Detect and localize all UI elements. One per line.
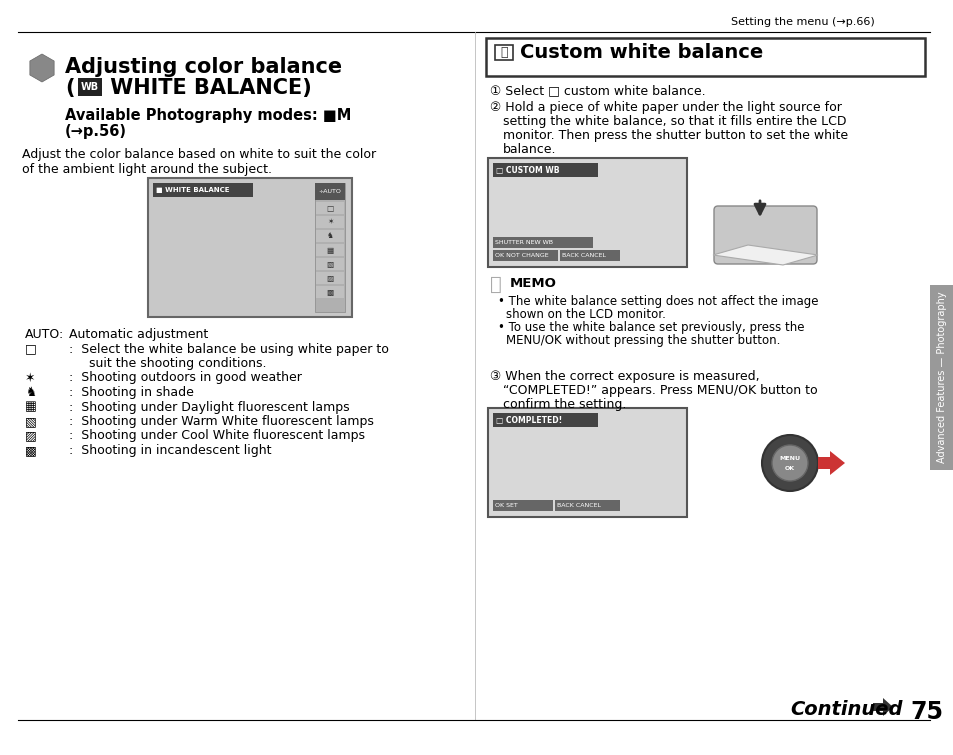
- FancyBboxPatch shape: [493, 413, 598, 427]
- Text: ✶: ✶: [327, 217, 333, 226]
- FancyBboxPatch shape: [493, 163, 598, 177]
- Text: BACK CANCEL: BACK CANCEL: [561, 253, 605, 258]
- Text: ▨: ▨: [326, 273, 334, 282]
- FancyBboxPatch shape: [314, 183, 345, 312]
- Polygon shape: [30, 54, 54, 82]
- FancyBboxPatch shape: [315, 216, 344, 228]
- Text: AUTO:: AUTO:: [25, 328, 64, 341]
- Text: monitor. Then press the shutter button to set the white: monitor. Then press the shutter button t…: [502, 129, 847, 142]
- FancyBboxPatch shape: [148, 178, 352, 317]
- Text: SHUTTER NEW WB: SHUTTER NEW WB: [495, 240, 553, 245]
- FancyBboxPatch shape: [315, 244, 344, 256]
- FancyBboxPatch shape: [152, 183, 253, 197]
- FancyBboxPatch shape: [314, 183, 345, 200]
- Text: balance.: balance.: [502, 143, 556, 156]
- FancyBboxPatch shape: [78, 78, 102, 96]
- Text: BACK CANCEL: BACK CANCEL: [557, 503, 600, 508]
- Text: ■ WHITE BALANCE: ■ WHITE BALANCE: [156, 187, 230, 193]
- Text: ÷AUTO: ÷AUTO: [318, 189, 341, 194]
- Text: setting the white balance, so that it fills entire the LCD: setting the white balance, so that it fi…: [502, 115, 845, 128]
- Text: MEMO: MEMO: [510, 277, 557, 290]
- Text: Setting the menu (→p.66): Setting the menu (→p.66): [731, 17, 874, 27]
- Text: Adjusting color balance: Adjusting color balance: [65, 57, 342, 77]
- Text: :  Shooting outdoors in good weather: : Shooting outdoors in good weather: [65, 371, 301, 384]
- Text: (→p.56): (→p.56): [65, 124, 127, 139]
- Text: :  Shooting under Daylight fluorescent lamps: : Shooting under Daylight fluorescent la…: [65, 400, 349, 414]
- FancyBboxPatch shape: [929, 285, 953, 470]
- Text: ⎕: ⎕: [499, 45, 507, 58]
- Text: Adjust the color balance based on white to suit the color: Adjust the color balance based on white …: [22, 148, 375, 161]
- Text: ♞: ♞: [25, 386, 36, 399]
- Text: :  Shooting in shade: : Shooting in shade: [65, 386, 193, 399]
- Text: • To use the white balance set previously, press the: • To use the white balance set previousl…: [497, 321, 803, 334]
- Text: of the ambient light around the subject.: of the ambient light around the subject.: [22, 163, 272, 176]
- Text: 75: 75: [909, 700, 942, 724]
- Text: OK NOT CHANGE: OK NOT CHANGE: [495, 253, 548, 258]
- Text: OK: OK: [784, 466, 794, 470]
- Text: MENU: MENU: [779, 457, 800, 461]
- Text: ▩: ▩: [326, 288, 334, 297]
- FancyBboxPatch shape: [485, 38, 924, 76]
- Text: Custom white balance: Custom white balance: [519, 43, 762, 62]
- FancyBboxPatch shape: [555, 500, 619, 511]
- FancyBboxPatch shape: [495, 45, 513, 60]
- Circle shape: [771, 445, 807, 481]
- Text: ▧: ▧: [25, 415, 37, 428]
- Polygon shape: [712, 245, 817, 265]
- Text: ▧: ▧: [326, 260, 334, 269]
- Text: ♞: ♞: [326, 232, 334, 241]
- Text: :  Shooting under Warm White fluorescent lamps: : Shooting under Warm White fluorescent …: [65, 415, 374, 428]
- FancyBboxPatch shape: [488, 158, 686, 267]
- Text: Automatic adjustment: Automatic adjustment: [65, 328, 208, 341]
- Text: Continued: Continued: [789, 700, 902, 719]
- FancyBboxPatch shape: [493, 237, 593, 248]
- Text: Available Photography modes: ■M: Available Photography modes: ■M: [65, 108, 351, 123]
- Text: ✶: ✶: [25, 371, 35, 384]
- FancyBboxPatch shape: [488, 408, 686, 517]
- Text: ▩: ▩: [25, 444, 37, 457]
- Text: ▦: ▦: [25, 400, 37, 414]
- Text: □: □: [326, 204, 334, 212]
- Text: □: □: [25, 343, 37, 356]
- FancyBboxPatch shape: [315, 272, 344, 284]
- Text: OK SET: OK SET: [495, 503, 517, 508]
- Text: ② Hold a piece of white paper under the light source for: ② Hold a piece of white paper under the …: [490, 101, 841, 114]
- Text: :  Select the white balance be using white paper to: : Select the white balance be using whit…: [65, 343, 389, 356]
- Text: ⎘: ⎘: [490, 275, 501, 294]
- Text: confirm the setting.: confirm the setting.: [502, 398, 626, 411]
- Circle shape: [761, 435, 817, 491]
- Text: ▨: ▨: [25, 430, 37, 442]
- FancyBboxPatch shape: [315, 202, 344, 214]
- FancyBboxPatch shape: [315, 286, 344, 298]
- FancyBboxPatch shape: [315, 258, 344, 270]
- FancyBboxPatch shape: [493, 250, 558, 261]
- Text: □ COMPLETED!: □ COMPLETED!: [496, 415, 561, 424]
- Text: :  Shooting under Cool White fluorescent lamps: : Shooting under Cool White fluorescent …: [65, 430, 365, 442]
- Text: :  Shooting in incandescent light: : Shooting in incandescent light: [65, 444, 272, 457]
- Text: “COMPLETED!” appears. Press MENU/OK button to: “COMPLETED!” appears. Press MENU/OK butt…: [502, 384, 817, 397]
- Text: (: (: [65, 78, 74, 98]
- Text: WB: WB: [81, 82, 99, 92]
- FancyBboxPatch shape: [559, 250, 619, 261]
- Text: ▦: ▦: [326, 245, 334, 254]
- Text: ③ When the correct exposure is measured,: ③ When the correct exposure is measured,: [490, 370, 759, 383]
- Text: Advanced Features — Photography: Advanced Features — Photography: [936, 291, 946, 463]
- Text: ① Select □ custom white balance.: ① Select □ custom white balance.: [490, 84, 705, 97]
- Text: suit the shooting conditions.: suit the shooting conditions.: [65, 357, 266, 370]
- Text: □ CUSTOM WB: □ CUSTOM WB: [496, 165, 558, 174]
- Polygon shape: [817, 451, 844, 475]
- FancyBboxPatch shape: [493, 500, 553, 511]
- Polygon shape: [872, 698, 892, 716]
- Text: MENU/OK without pressing the shutter button.: MENU/OK without pressing the shutter but…: [505, 334, 780, 347]
- Text: • The white balance setting does not affect the image: • The white balance setting does not aff…: [497, 295, 818, 308]
- Text: WHITE BALANCE): WHITE BALANCE): [103, 78, 312, 98]
- Text: shown on the LCD monitor.: shown on the LCD monitor.: [505, 308, 665, 321]
- FancyBboxPatch shape: [713, 206, 816, 264]
- FancyBboxPatch shape: [315, 230, 344, 242]
